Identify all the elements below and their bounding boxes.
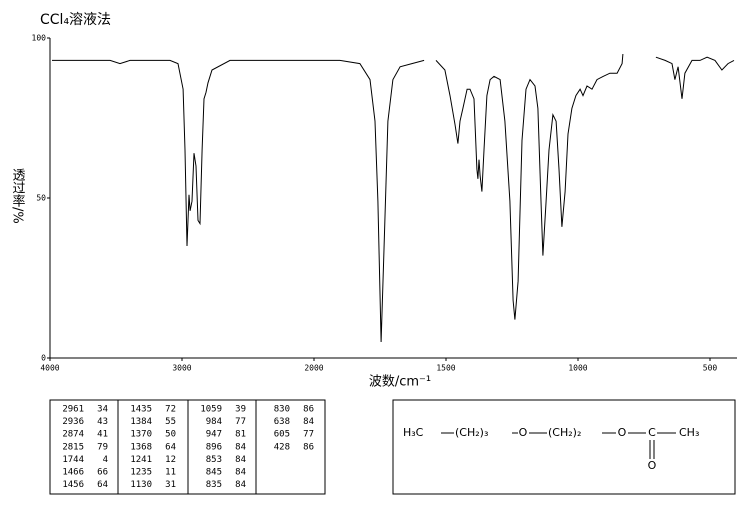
peak-wavenumber: 2961 bbox=[62, 405, 84, 415]
peak-transmittance: 84 bbox=[235, 442, 246, 452]
peak-wavenumber: 1370 bbox=[130, 430, 152, 440]
peak-wavenumber: 1368 bbox=[130, 442, 152, 452]
peak-wavenumber: 1456 bbox=[62, 480, 84, 490]
peak-wavenumber: 1130 bbox=[130, 480, 152, 490]
peak-wavenumber: 947 bbox=[206, 430, 222, 440]
peak-wavenumber: 1384 bbox=[130, 417, 152, 427]
peak-transmittance: 66 bbox=[97, 468, 108, 478]
structure-group: O bbox=[519, 426, 528, 439]
structure-group: O bbox=[618, 426, 627, 439]
structure-frame bbox=[392, 399, 736, 495]
peak-transmittance: 79 bbox=[97, 442, 108, 452]
x-tick-label: 4000 bbox=[40, 364, 59, 373]
peak-transmittance: 84 bbox=[235, 480, 246, 490]
structure-group: (CH₂)₂ bbox=[548, 426, 581, 439]
peak-transmittance: 72 bbox=[165, 405, 176, 415]
structure-group: C bbox=[648, 426, 656, 439]
spectrum-line bbox=[52, 53, 735, 343]
y-axis-label: 透过率/% bbox=[10, 168, 26, 224]
peak-wavenumber: 1435 bbox=[130, 405, 152, 415]
peak-wavenumber: 2874 bbox=[62, 430, 84, 440]
peak-transmittance: 12 bbox=[165, 455, 176, 465]
peak-wavenumber: 1744 bbox=[62, 455, 84, 465]
y-tick-label: 50 bbox=[36, 194, 46, 203]
structure-group: O bbox=[648, 459, 657, 472]
x-tick-label: 2000 bbox=[304, 364, 323, 373]
peak-wavenumber: 428 bbox=[274, 442, 290, 452]
peak-wavenumber: 984 bbox=[206, 417, 222, 427]
peak-wavenumber: 2936 bbox=[62, 417, 84, 427]
peak-wavenumber: 835 bbox=[206, 480, 222, 490]
structure-group: (CH₂)₃ bbox=[455, 426, 488, 439]
structure-group: CH₃ bbox=[679, 426, 699, 439]
peak-wavenumber: 1059 bbox=[200, 405, 222, 415]
peak-wavenumber: 638 bbox=[274, 417, 290, 427]
peak-transmittance: 64 bbox=[165, 442, 176, 452]
peak-transmittance: 84 bbox=[303, 417, 314, 427]
peak-transmittance: 55 bbox=[165, 417, 176, 427]
peak-transmittance: 81 bbox=[235, 430, 246, 440]
peak-transmittance: 77 bbox=[303, 430, 314, 440]
peak-wavenumber: 1241 bbox=[130, 455, 152, 465]
peak-wavenumber: 2815 bbox=[62, 442, 84, 452]
peak-wavenumber: 853 bbox=[206, 455, 222, 465]
peak-wavenumber: 896 bbox=[206, 442, 222, 452]
x-axis-label: 波数/cm⁻¹ bbox=[369, 375, 431, 390]
peak-transmittance: 34 bbox=[97, 405, 108, 415]
y-tick-label: 0 bbox=[41, 354, 46, 363]
peak-transmittance: 86 bbox=[303, 405, 314, 415]
x-tick-label: 1000 bbox=[568, 364, 587, 373]
peak-transmittance: 77 bbox=[235, 417, 246, 427]
peak-wavenumber: 845 bbox=[206, 468, 222, 478]
peak-transmittance: 84 bbox=[235, 468, 246, 478]
peak-transmittance: 50 bbox=[165, 430, 176, 440]
peak-wavenumber: 1466 bbox=[62, 468, 84, 478]
structure-group: H₃C bbox=[403, 426, 424, 439]
y-tick-label: 100 bbox=[32, 34, 47, 43]
peak-wavenumber: 605 bbox=[274, 430, 290, 440]
peak-transmittance: 64 bbox=[97, 480, 108, 490]
peak-transmittance: 84 bbox=[235, 455, 246, 465]
peak-transmittance: 41 bbox=[97, 430, 108, 440]
peak-wavenumber: 830 bbox=[274, 405, 290, 415]
x-tick-label: 3000 bbox=[172, 364, 191, 373]
x-tick-label: 500 bbox=[703, 364, 718, 373]
peak-wavenumber: 1235 bbox=[130, 468, 152, 478]
structure-bonds bbox=[441, 432, 676, 459]
x-tick-label: 1500 bbox=[436, 364, 455, 373]
peak-transmittance: 4 bbox=[103, 455, 108, 465]
peak-transmittance: 43 bbox=[97, 417, 108, 427]
peak-transmittance: 11 bbox=[165, 468, 176, 478]
peak-transmittance: 86 bbox=[303, 442, 314, 452]
peak-transmittance: 39 bbox=[235, 405, 246, 415]
peak-transmittance: 31 bbox=[165, 480, 176, 490]
chart-title: CCl₄溶液法 bbox=[40, 12, 111, 28]
